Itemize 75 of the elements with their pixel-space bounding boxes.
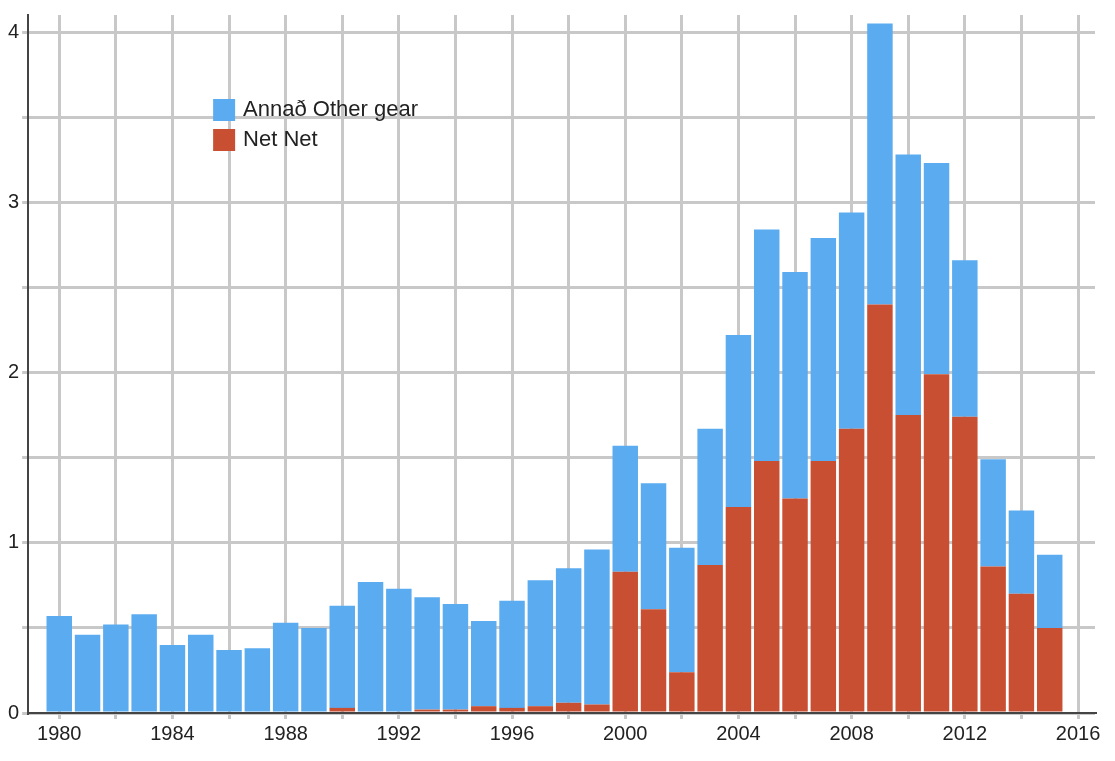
bar xyxy=(329,707,355,712)
bar xyxy=(301,627,327,712)
bar xyxy=(838,212,865,429)
bar xyxy=(754,461,780,712)
bar xyxy=(1008,510,1035,594)
bar xyxy=(838,428,865,712)
bar xyxy=(980,566,1006,712)
bar xyxy=(810,238,837,462)
bar xyxy=(612,571,638,712)
bar xyxy=(725,507,752,712)
legend-label: Annað Other gear xyxy=(243,96,419,122)
bar xyxy=(188,634,214,712)
bar xyxy=(216,650,242,712)
bar xyxy=(923,163,950,375)
bar xyxy=(499,707,525,712)
legend-label: Net Net xyxy=(243,126,318,152)
bar xyxy=(810,461,837,712)
bar xyxy=(46,615,72,712)
bar xyxy=(103,624,129,712)
bar xyxy=(895,415,921,712)
bar xyxy=(952,260,978,417)
bar xyxy=(527,580,554,707)
x-tick-label: 2000 xyxy=(602,721,648,744)
bar xyxy=(131,614,157,712)
bar xyxy=(640,609,667,712)
bar xyxy=(1036,627,1063,712)
bar xyxy=(272,622,299,712)
bar xyxy=(1036,554,1063,628)
x-tick-label: 1992 xyxy=(376,721,422,744)
bar xyxy=(471,621,497,707)
y-tick-label: 0 xyxy=(8,700,20,723)
x-tick-label: 2012 xyxy=(942,721,988,744)
bar xyxy=(669,672,695,712)
bar xyxy=(357,581,384,712)
bar xyxy=(640,483,667,610)
y-tick-label: 1 xyxy=(8,530,20,553)
y-tick-label: 3 xyxy=(8,189,20,212)
bar xyxy=(867,23,893,305)
bar xyxy=(584,704,610,712)
bar xyxy=(244,648,271,712)
bar xyxy=(555,568,582,703)
bar xyxy=(414,597,440,710)
y-tick-label: 4 xyxy=(8,19,20,42)
bar xyxy=(782,272,808,499)
bar xyxy=(895,154,921,416)
bar xyxy=(867,304,893,712)
bar xyxy=(697,428,723,565)
bar xyxy=(159,644,186,712)
bar xyxy=(527,706,554,712)
bar xyxy=(555,702,582,712)
bar xyxy=(386,588,412,712)
x-tick-label: 2016 xyxy=(1055,721,1101,744)
bar xyxy=(923,374,950,712)
x-tick-label: 1996 xyxy=(489,721,535,744)
bar xyxy=(782,498,808,712)
bar xyxy=(980,459,1006,567)
bar xyxy=(1008,593,1035,712)
x-tick-label: 2008 xyxy=(829,721,874,744)
bar xyxy=(471,706,497,712)
bar xyxy=(612,445,638,572)
bar xyxy=(669,547,695,673)
bar xyxy=(697,564,723,712)
bar xyxy=(725,335,752,508)
bar xyxy=(499,600,525,708)
bar xyxy=(442,604,469,710)
bar xyxy=(74,634,101,712)
bar xyxy=(952,416,978,712)
bar xyxy=(329,605,355,708)
x-tick-label: 2004 xyxy=(716,721,761,744)
x-tick-label: 1984 xyxy=(150,721,195,744)
x-tick-label: 1980 xyxy=(37,721,82,744)
x-tick-label: 1988 xyxy=(263,721,308,744)
bar xyxy=(584,549,610,705)
bar xyxy=(754,229,780,462)
y-tick-label: 2 xyxy=(8,360,20,383)
